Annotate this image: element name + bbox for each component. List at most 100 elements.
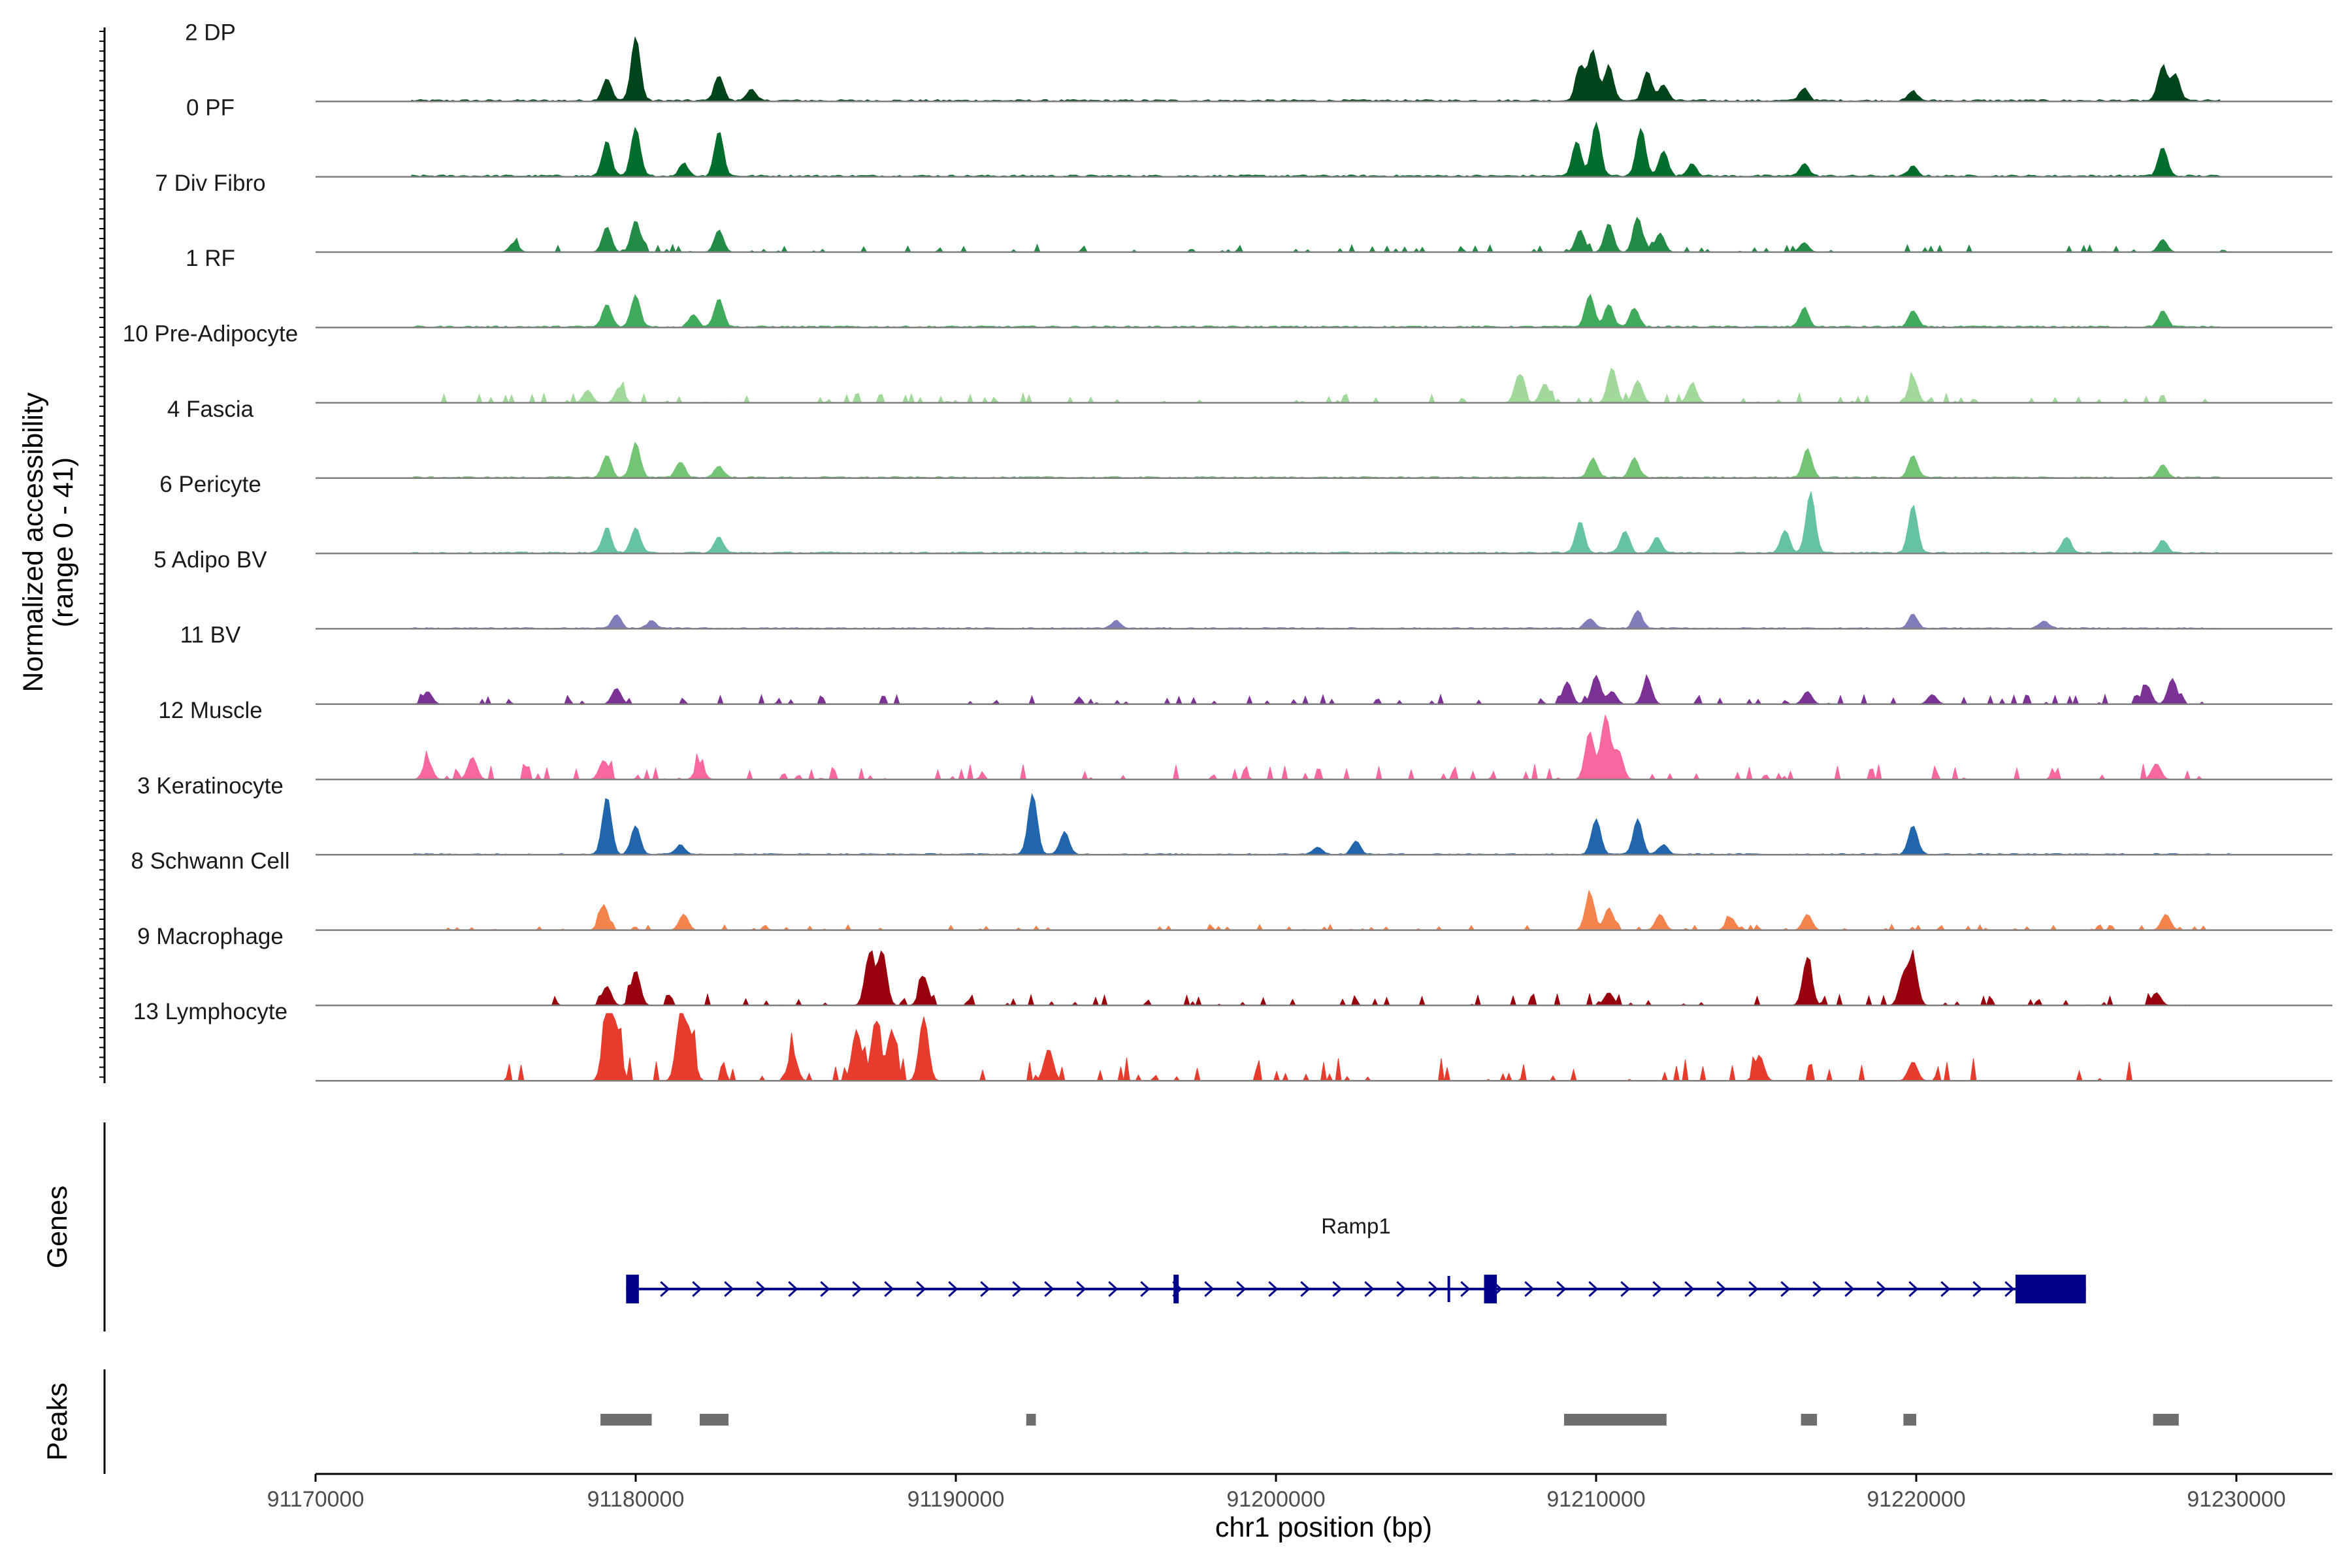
peak-region [1026,1414,1036,1426]
strand-arrow [788,1281,798,1298]
peak-region [1903,1414,1916,1426]
track-label: 9 Macrophage [137,924,284,949]
x-tick-label: 91190000 [907,1487,1005,1512]
track-label: 12 Muscle [158,698,263,723]
x-tick-label: 91200000 [1226,1487,1325,1512]
strand-arrow [980,1281,990,1298]
peak-region [1564,1414,1667,1426]
y-axis-title-line1: Normalized accessibility [18,392,49,692]
strand-arrow [1812,1281,1823,1298]
strand-arrow [820,1281,830,1298]
strand-arrow [1428,1281,1439,1298]
strand-arrow [1716,1281,1727,1298]
track-label: 7 Div Fibro [155,171,265,196]
strand-arrow [692,1281,702,1298]
peak-region [700,1414,729,1426]
track-label: 3 Keratinocyte [137,773,284,798]
strand-arrow [1396,1281,1407,1298]
coverage-area [411,293,2221,328]
strand-arrow [2004,1281,2015,1298]
coverage-track: 8 Schwann Cell [131,849,2332,931]
coverage-y-ticks [99,31,105,1078]
track-label: 8 Schwann Cell [131,849,289,874]
coverage-track: 6 Pericyte [159,472,2332,555]
track-label: 2 DP [185,20,236,45]
x-tick-label: 91220000 [1867,1487,1965,1512]
strand-arrow [916,1281,926,1298]
peaks-panel-title: Peaks [42,1382,73,1461]
track-label: 10 Pre-Adipocyte [123,321,298,347]
track-label: 13 Lymphocyte [133,999,287,1024]
strand-arrow [1300,1281,1311,1298]
strand-arrow [1588,1281,1599,1298]
strand-arrow [1044,1281,1054,1298]
x-tick-label: 91170000 [267,1487,365,1512]
strand-arrow [1012,1281,1022,1298]
strand-arrow [1524,1281,1535,1298]
strand-arrow [1844,1281,1855,1298]
y-axis-title: Normalized accessibility (range 0 - 41) [18,392,79,692]
strand-arrow [1236,1281,1247,1298]
track-label: 1 RF [186,246,235,271]
x-axis-ticks: 91170000 91180000 91190000 91200000 91210000… [267,1474,2286,1512]
strand-arrow [1204,1281,1215,1298]
strand-arrow [1652,1281,1663,1298]
coverage-track: 1 RF [186,246,2332,329]
strand-arrow [884,1281,894,1298]
peak-regions [600,1414,2179,1426]
coverage-area [411,121,2221,178]
peak-region [1801,1414,1818,1426]
strand-arrow [1684,1281,1695,1298]
gene-track: Ramp1 [626,1214,2086,1303]
track-label: 4 Fascia [167,397,254,422]
coverage-track: 5 Adipo BV [154,547,2332,630]
gene-exon [626,1275,639,1303]
strand-arrow [1460,1281,1471,1298]
y-axis-title-line2: (range 0 - 41) [48,457,79,628]
gene-exon [1484,1275,1497,1303]
x-tick-label: 91210000 [1546,1487,1645,1512]
strand-arrow [1940,1281,1951,1298]
coverage-track: 11 BV [180,623,2332,706]
gene-exon [1173,1275,1179,1303]
strand-arrow [1780,1281,1791,1298]
strand-arrow [1876,1281,1887,1298]
coverage-track: 2 DP [185,20,2332,103]
strand-arrow [1620,1281,1631,1298]
gene-name-label: Ramp1 [1321,1214,1390,1238]
coverage-track: 7 Div Fibro [155,171,2332,253]
strand-arrow [660,1281,670,1298]
strand-arrow [1364,1281,1375,1298]
track-label: 0 PF [186,95,235,121]
strand-arrow [756,1281,766,1298]
strand-arrow [1556,1281,1567,1298]
peak-region [600,1414,652,1426]
strand-arrow [1108,1281,1119,1298]
strand-arrow [852,1281,862,1298]
coverage-track: 4 Fascia [167,397,2332,480]
strand-arrow [948,1281,958,1298]
coverage-track: 9 Macrophage [137,924,2332,1007]
track-label: 11 BV [180,623,241,648]
strand-arrow [1908,1281,1919,1298]
strand-arrow [1268,1281,1279,1298]
coverage-track: 0 PF [186,95,2332,178]
strand-arrow [1972,1281,1983,1298]
track-label: 5 Adipo BV [154,547,267,572]
x-tick-label: 91180000 [587,1487,685,1512]
strand-arrow [1332,1281,1343,1298]
strand-arrow [724,1281,734,1298]
coverage-track: 13 Lymphocyte [133,999,2332,1082]
gene-exon [2015,1275,2086,1303]
peak-region [2153,1414,2179,1426]
track-label: 6 Pericyte [159,472,261,497]
coverage-track: 3 Keratinocyte [137,773,2332,856]
x-tick-label: 91230000 [2187,1487,2285,1512]
strand-arrow [1140,1281,1151,1298]
strand-arrow [1076,1281,1086,1298]
strand-arrow [1748,1281,1759,1298]
coverage-track: 10 Pre-Adipocyte [123,321,2332,404]
coverage-track: 12 Muscle [158,698,2332,781]
